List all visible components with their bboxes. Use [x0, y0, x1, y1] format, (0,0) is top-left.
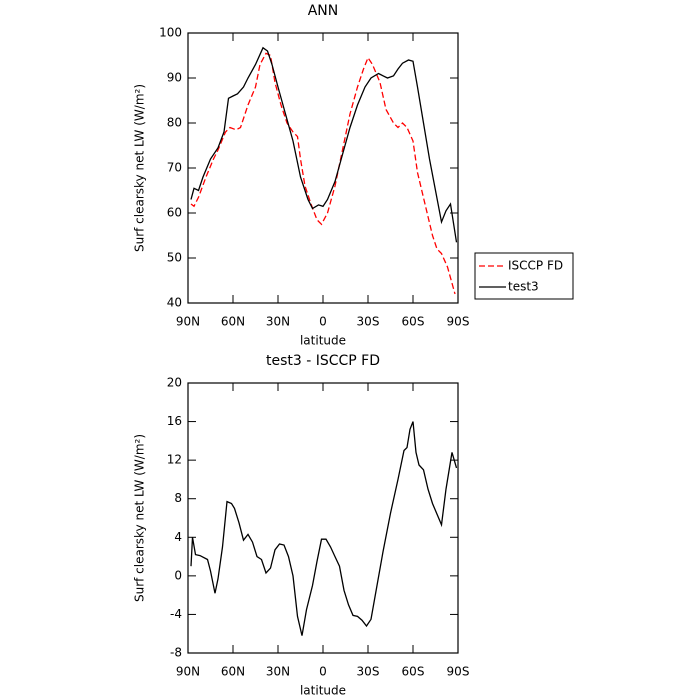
x-tick-label: 30N — [266, 315, 290, 329]
y-tick-label: 16 — [167, 414, 182, 428]
y-tick-label: -8 — [170, 646, 182, 660]
chart-title: ANN — [308, 3, 339, 19]
y-axis-label: Surf clearsky net LW (W/m²) — [133, 84, 147, 252]
y-tick-label: 4 — [174, 530, 182, 544]
y-tick-label: 8 — [174, 491, 182, 505]
x-tick-label: 60N — [221, 315, 245, 329]
y-tick-label: 20 — [167, 376, 182, 390]
data-line — [190, 421, 458, 636]
y-tick-label: 90 — [167, 71, 182, 85]
legend-label: test3 — [508, 280, 539, 294]
y-tick-label: 70 — [167, 161, 182, 175]
y-tick-label: 40 — [167, 296, 182, 310]
plot-frame — [187, 382, 459, 654]
y-tick-label: 0 — [174, 568, 182, 582]
data-line — [190, 46, 458, 243]
x-tick-label: 30S — [357, 665, 380, 679]
data-line — [190, 52, 456, 295]
x-tick-label: 60N — [221, 665, 245, 679]
y-tick-label: -4 — [170, 607, 182, 621]
x-tick-label: 90N — [176, 665, 200, 679]
y-tick-label: 50 — [167, 251, 182, 265]
x-tick-label: 0 — [319, 315, 327, 329]
chart-title: test3 - ISCCP FD — [266, 353, 380, 369]
x-axis-label: latitude — [300, 334, 346, 348]
legend-box — [474, 252, 574, 300]
x-tick-label: 90S — [447, 665, 470, 679]
y-tick-label: 80 — [167, 116, 182, 130]
x-tick-label: 60S — [402, 315, 425, 329]
x-tick-label: 30S — [357, 315, 380, 329]
x-tick-label: 0 — [319, 665, 327, 679]
y-tick-label: 100 — [159, 26, 182, 40]
x-axis-label: latitude — [300, 684, 346, 698]
x-tick-label: 60S — [402, 665, 425, 679]
y-axis-label: Surf clearsky net LW (W/m²) — [133, 434, 147, 602]
y-tick-label: 60 — [167, 206, 182, 220]
x-tick-label: 90S — [447, 315, 470, 329]
x-tick-label: 90N — [176, 315, 200, 329]
legend-label: ISCCP FD — [508, 259, 563, 273]
y-tick-label: 12 — [167, 453, 182, 467]
x-tick-label: 30N — [266, 665, 290, 679]
